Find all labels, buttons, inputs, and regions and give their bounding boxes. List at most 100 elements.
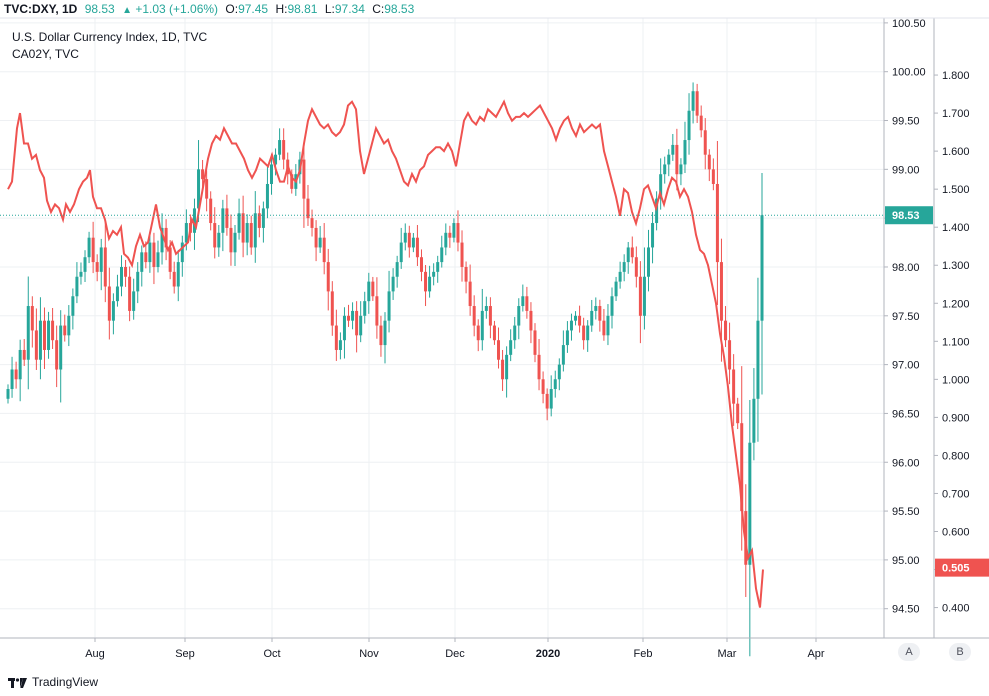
candle-body	[237, 213, 241, 233]
candle-body	[537, 354, 541, 380]
candle-body	[594, 306, 598, 311]
candle-body	[302, 159, 306, 199]
candle-body	[164, 227, 168, 248]
axis-a-tick-label: 95.50	[892, 506, 920, 518]
overlay-series	[7, 99, 764, 608]
candle	[480, 288, 484, 351]
candle-body	[59, 325, 63, 370]
candle	[756, 277, 760, 442]
candle-body	[740, 423, 744, 512]
candle-body	[671, 144, 675, 155]
candle	[34, 308, 38, 370]
candle	[71, 288, 75, 330]
candle-body	[464, 266, 468, 282]
candle-body	[513, 325, 517, 341]
candle	[505, 346, 509, 398]
axis-b-tick-label: 0.700	[942, 488, 970, 500]
candle	[594, 297, 598, 320]
candle-body	[269, 164, 273, 184]
candle	[213, 207, 217, 259]
candle-body	[107, 286, 111, 321]
candle-body	[160, 227, 164, 253]
candle-body	[75, 276, 79, 297]
candle	[537, 338, 541, 391]
candle	[468, 264, 472, 316]
candle-body	[399, 242, 403, 263]
tradingview-logo[interactable]: TradingView	[8, 675, 98, 689]
candle	[655, 191, 659, 231]
candle	[164, 219, 168, 261]
candle	[83, 250, 87, 283]
candle-body	[290, 174, 294, 189]
candle	[257, 205, 261, 238]
candle	[582, 317, 586, 350]
candle-body	[638, 276, 642, 316]
x-tick-label: Sep	[175, 648, 195, 660]
candle-body	[67, 315, 71, 336]
candle-body	[176, 262, 180, 287]
candle-body	[610, 296, 614, 316]
candle-body	[379, 325, 383, 346]
candle	[67, 305, 71, 347]
candle	[452, 218, 456, 243]
high-label: H:	[275, 2, 288, 16]
axis-a-tick-label: 97.00	[892, 360, 920, 372]
candle	[347, 304, 351, 327]
axis-b-tick-label: 1.500	[942, 184, 970, 196]
candle-body	[14, 369, 18, 380]
scale-button-b[interactable]: B	[949, 643, 971, 661]
candle-body	[91, 237, 95, 263]
candle	[124, 259, 128, 287]
candle	[99, 238, 103, 291]
candle-body	[748, 442, 752, 565]
candle	[399, 227, 403, 269]
high-value: 98.81	[287, 2, 318, 16]
close-label: C:	[372, 2, 385, 16]
candle-body	[732, 369, 736, 404]
candle-body	[501, 359, 505, 380]
candle-body	[752, 398, 756, 443]
candle	[338, 332, 342, 360]
candle-body	[687, 110, 691, 141]
candle-body	[565, 330, 569, 346]
candle-body	[42, 320, 46, 350]
candle	[586, 320, 590, 352]
candle	[561, 330, 565, 372]
axis-a-tick-label: 96.50	[892, 408, 920, 420]
x-tick-label: Oct	[263, 648, 280, 660]
candle	[367, 272, 371, 314]
candle	[91, 221, 95, 274]
overlay-title: CA02Y, TVC	[12, 47, 79, 61]
candle	[201, 159, 205, 187]
candle	[497, 327, 501, 369]
candle	[111, 293, 115, 335]
candle	[75, 262, 79, 304]
candle	[748, 400, 752, 657]
candle-body	[132, 291, 136, 311]
candle-body	[375, 296, 379, 326]
axis-a-tick-label: 95.00	[892, 555, 920, 567]
scale-button-a[interactable]: A	[898, 643, 920, 661]
candle	[22, 339, 26, 366]
candle-body	[521, 296, 525, 307]
candle	[724, 306, 728, 348]
axis-b-tick-label: 1.300	[942, 260, 970, 272]
candle	[95, 254, 99, 282]
candle	[472, 295, 476, 337]
candle	[128, 266, 132, 322]
candle-body	[367, 281, 371, 302]
candle	[521, 284, 525, 312]
candle-body	[87, 237, 91, 258]
candle	[391, 268, 395, 300]
candle	[107, 267, 111, 340]
candle	[545, 388, 549, 421]
candle	[47, 311, 51, 359]
candle-body	[707, 154, 711, 170]
candle	[728, 322, 732, 385]
candle-body	[172, 271, 176, 287]
candle	[464, 261, 468, 294]
candle-body	[642, 276, 646, 316]
candle	[436, 255, 440, 283]
candle-body	[22, 349, 26, 360]
candle	[411, 232, 415, 253]
